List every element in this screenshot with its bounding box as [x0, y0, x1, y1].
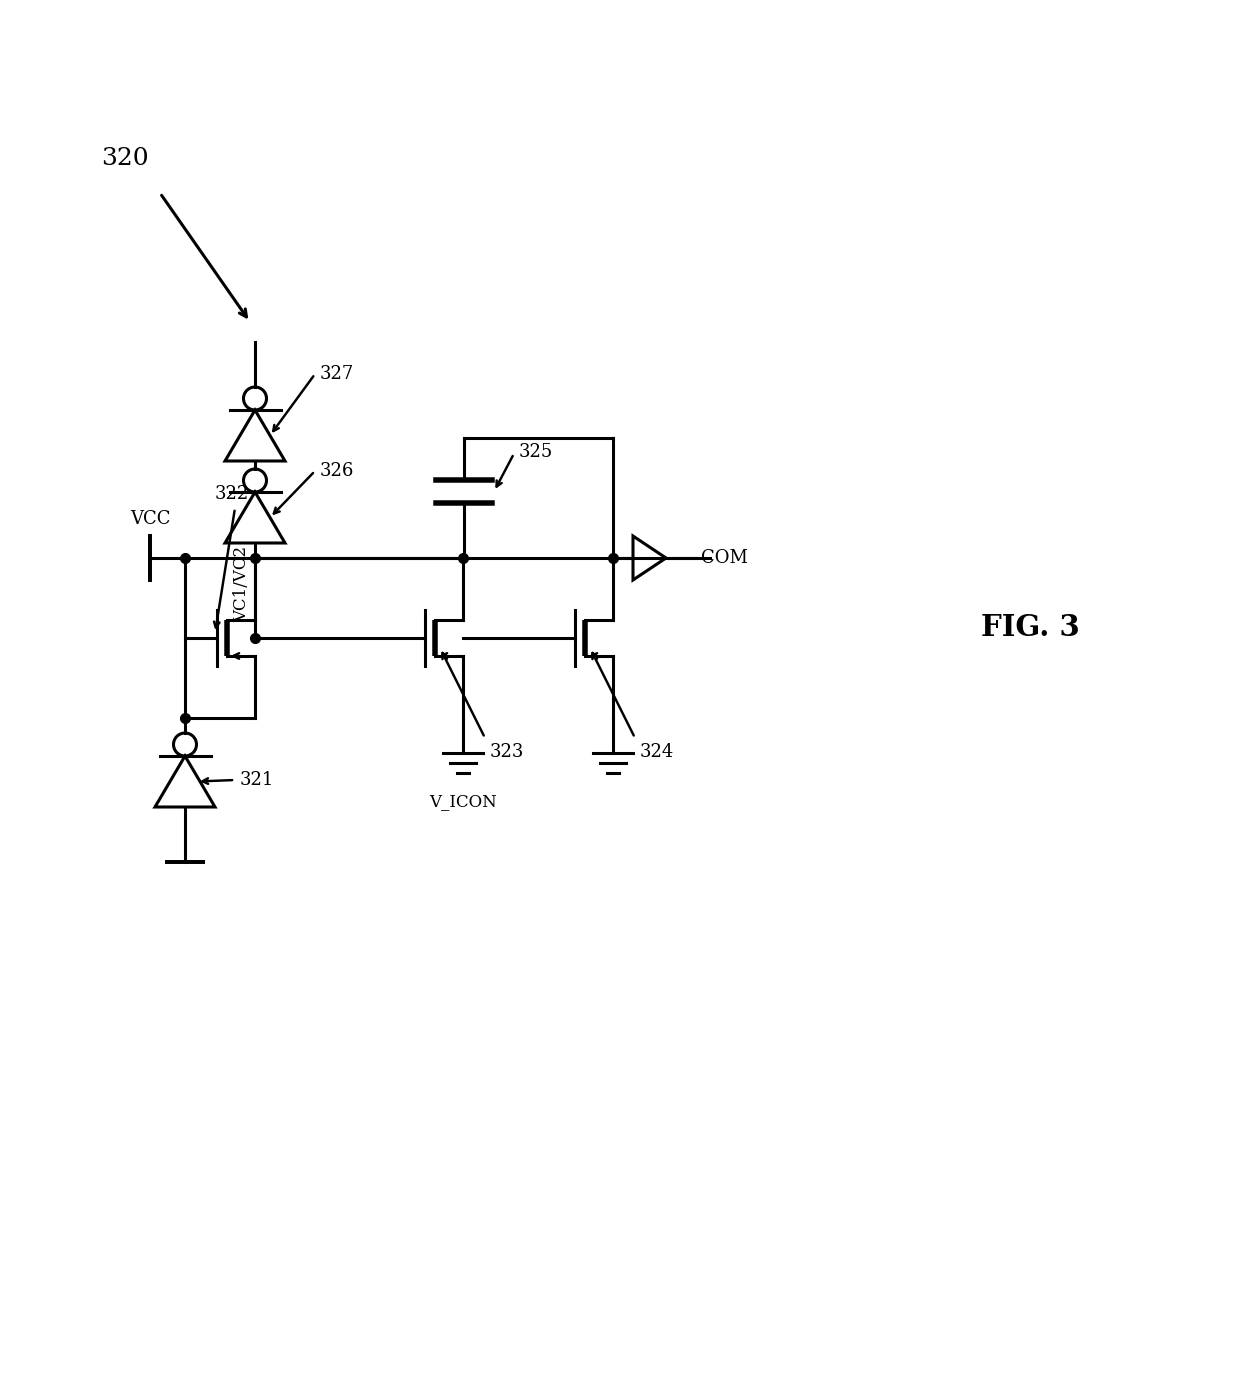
Text: FIG. 3: FIG. 3 [981, 613, 1079, 642]
Text: 320: 320 [102, 146, 149, 169]
Text: VC1/VC2: VC1/VC2 [233, 546, 250, 621]
Text: 321: 321 [241, 772, 274, 790]
Text: 324: 324 [640, 743, 675, 761]
Text: 325: 325 [520, 442, 553, 460]
Text: 323: 323 [490, 743, 525, 761]
Text: 322: 322 [215, 485, 249, 503]
Text: VCC: VCC [130, 510, 170, 528]
Text: COM: COM [701, 548, 748, 566]
Text: 326: 326 [320, 462, 355, 480]
Text: 327: 327 [320, 365, 355, 383]
Text: V_ICON: V_ICON [429, 792, 497, 810]
